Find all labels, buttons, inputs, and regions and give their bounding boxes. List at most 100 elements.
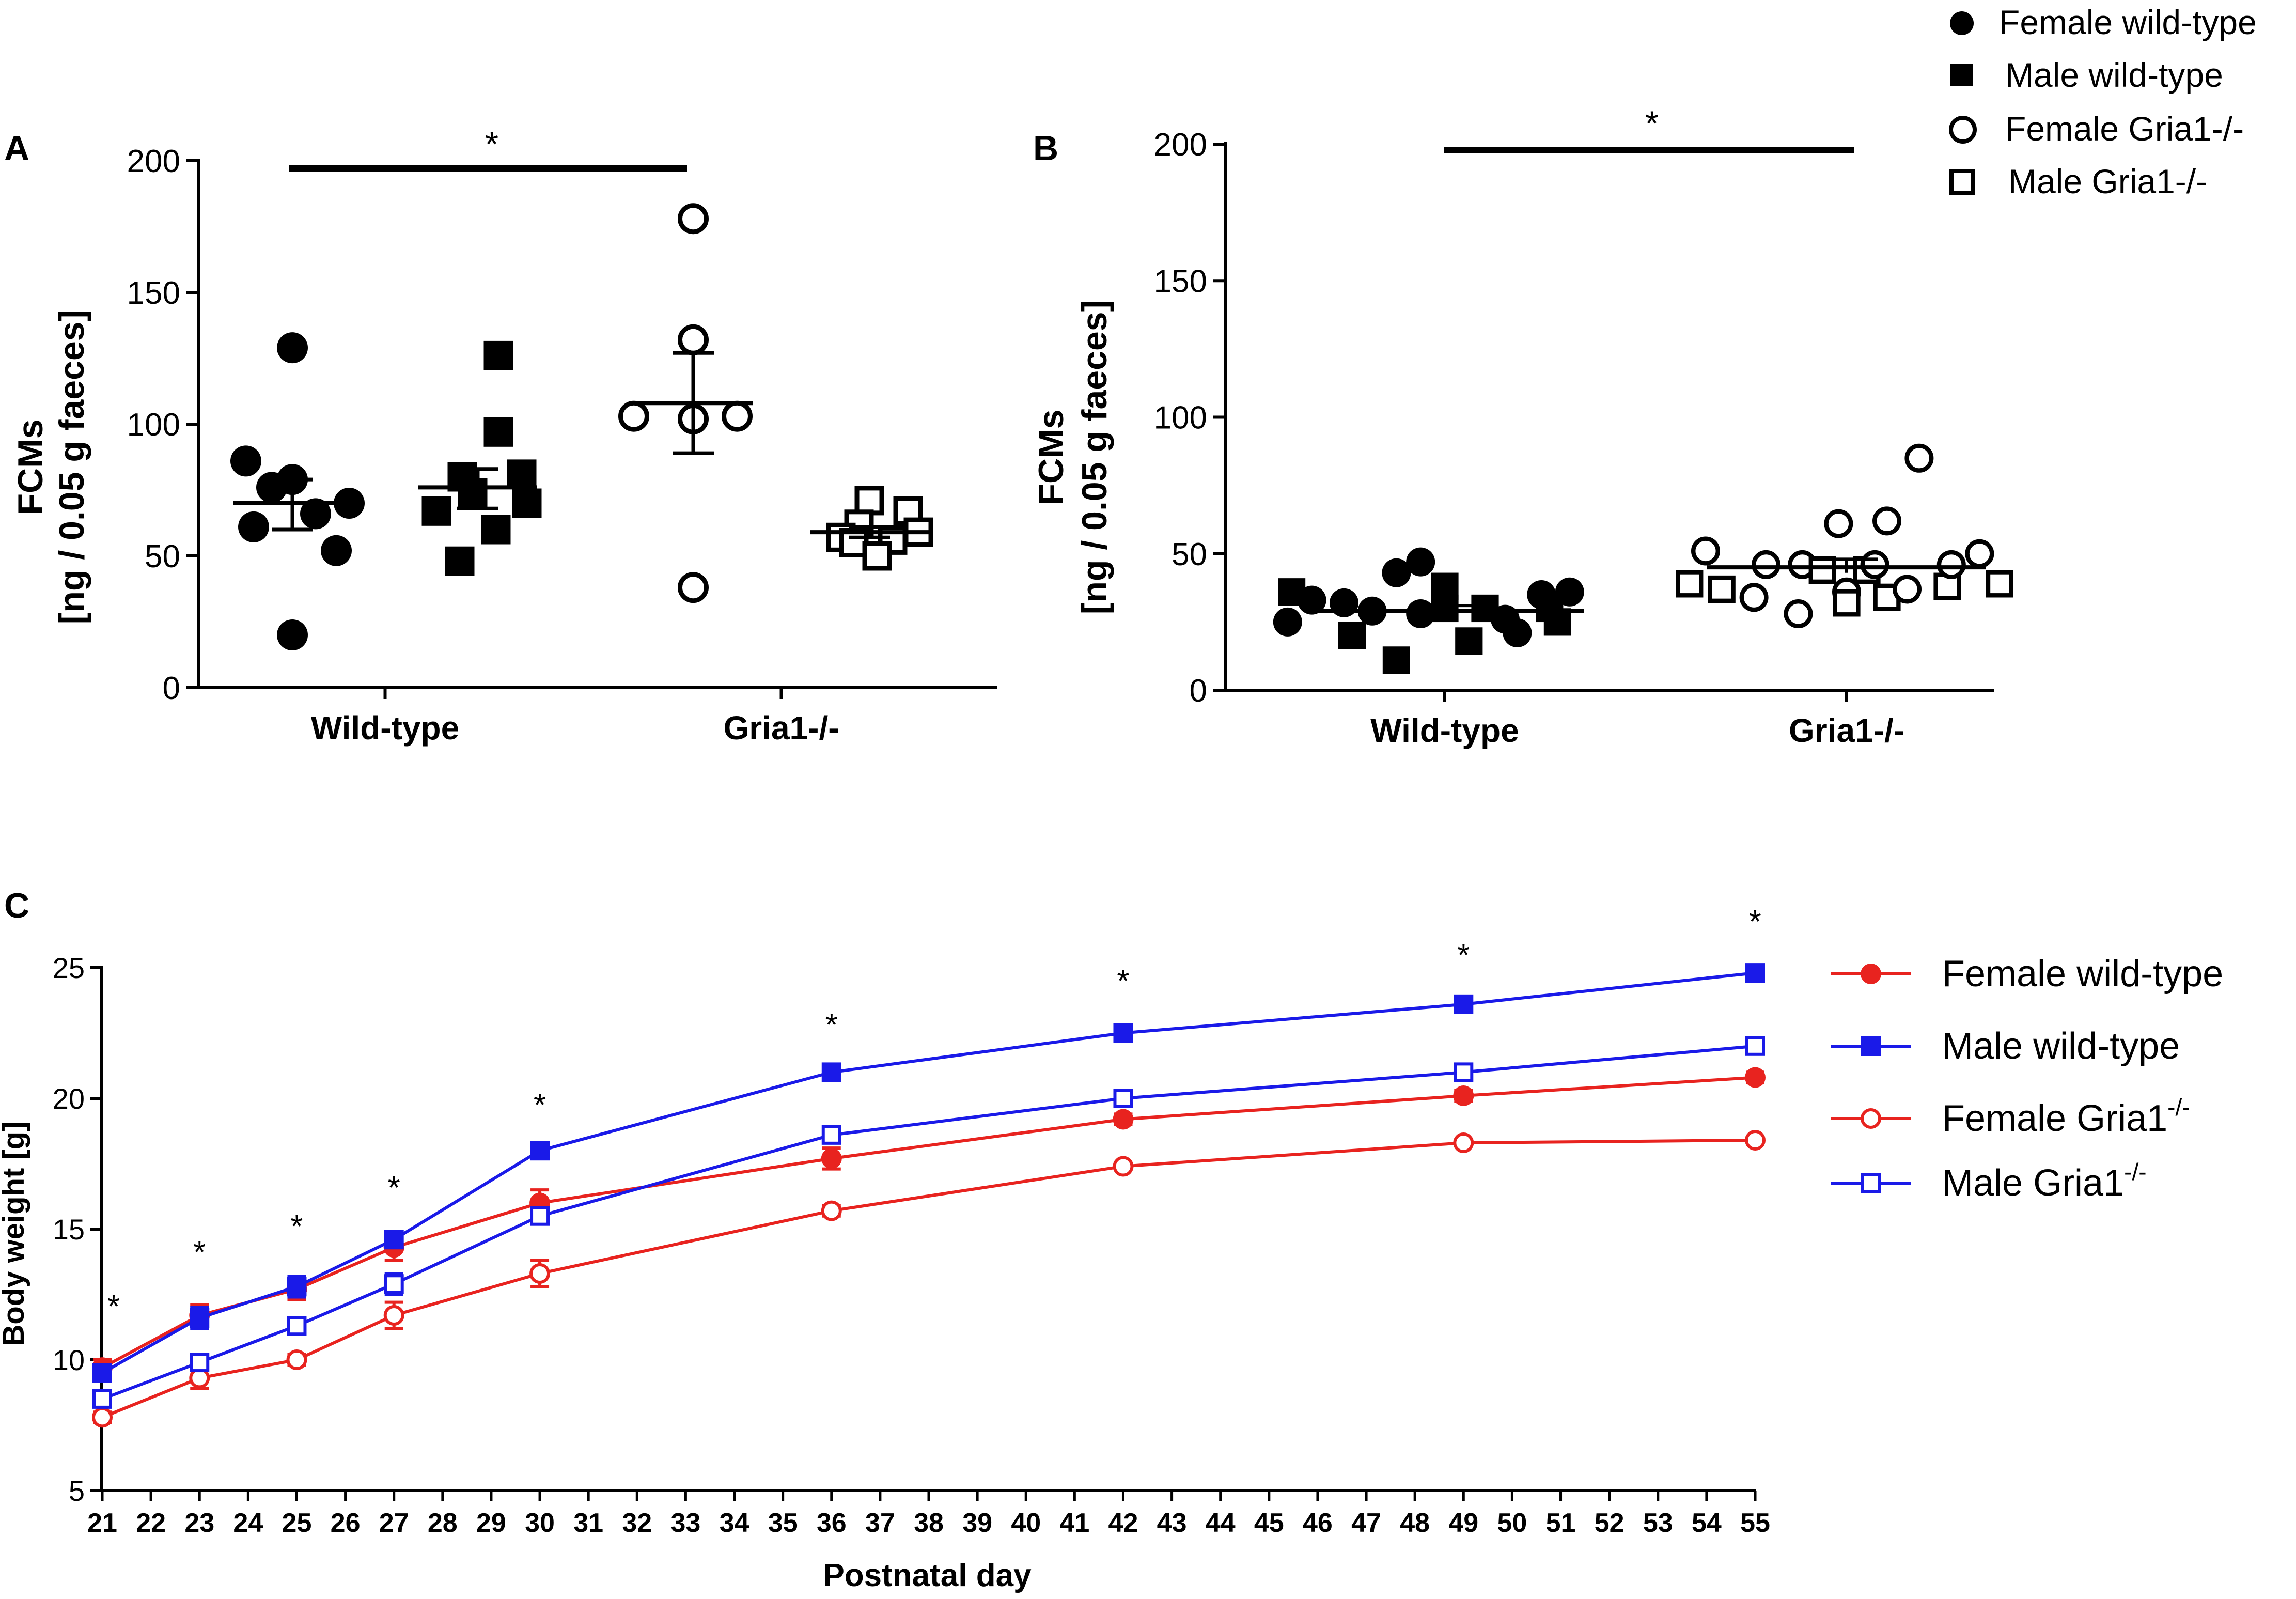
data-point <box>1113 1089 1133 1108</box>
y-tick-label: 150 <box>127 275 180 311</box>
data-point <box>821 1148 842 1169</box>
legend-label: Male Gria1-/- <box>1942 1158 2147 1204</box>
y-tick-label: 0 <box>1190 673 1207 709</box>
legend-label-superscript: -/- <box>2124 1158 2146 1185</box>
x-tick-label: Gria1-/- <box>723 709 839 747</box>
significance-star: * <box>534 1088 546 1123</box>
legend-label-text: Male Gria1 <box>1942 1162 2124 1204</box>
data-point <box>1860 550 1889 579</box>
legend-label-text: Male wild-type <box>1942 1026 2180 1067</box>
x-tick-label: 47 <box>1351 1508 1381 1538</box>
panel-b-chart: FCMs [ng / 0.05 g faeces] 0 50 100 150 200 Wi… <box>1032 104 2013 749</box>
series-gria1- <box>1676 443 2013 629</box>
x-tick-label: 55 <box>1740 1508 1770 1538</box>
top-legend-item-male-wild-type: Male wild-type <box>1950 56 2223 94</box>
x-tick-label: 46 <box>1303 1508 1333 1538</box>
y-tick-label: 50 <box>145 539 180 575</box>
series-wild-type <box>1273 547 1584 674</box>
significance-star: * <box>388 1170 400 1206</box>
data-point <box>1454 1062 1474 1082</box>
chart-legend: Female wild-type Male wild-type Female Gri… <box>1831 953 2223 1204</box>
filled-circle-icon <box>1950 11 1974 35</box>
data-point <box>92 1407 113 1428</box>
data-point <box>286 1349 307 1370</box>
data-point <box>1965 539 1994 568</box>
data-point <box>1745 963 1765 983</box>
data-point <box>821 1062 841 1082</box>
x-tick-label: 34 <box>720 1508 749 1538</box>
data-point <box>230 445 261 477</box>
data-point <box>512 488 542 518</box>
x-tick-label: 39 <box>962 1508 992 1538</box>
open-circle-icon <box>1949 116 1977 144</box>
data-point <box>1691 536 1720 566</box>
series-male-gria1 <box>92 1036 1765 1409</box>
top-legend-label: Female wild-type <box>1999 3 2257 41</box>
filled-square-icon <box>1950 64 1973 86</box>
top-legend-item-male-gria1: Male Gria1-/- <box>1949 162 2207 200</box>
x-axis-label: Postnatal day <box>823 1558 1032 1593</box>
data-point <box>821 1125 841 1145</box>
top-legend: Female wild-type Male wild-type Female G… <box>1949 3 2257 200</box>
x-tick-label: 22 <box>136 1508 166 1538</box>
data-point <box>384 1274 404 1294</box>
y-tick-label: 50 <box>1172 537 1207 572</box>
data-point <box>1453 1132 1474 1154</box>
y-tick-label: 100 <box>1154 400 1207 436</box>
data-point <box>287 1316 307 1336</box>
legend-label-text: Female Gria1 <box>1942 1098 2167 1139</box>
x-tick-label: 35 <box>768 1508 798 1538</box>
series-line <box>101 971 1756 1374</box>
data-point <box>618 400 649 432</box>
x-tick-label: 26 <box>331 1508 361 1538</box>
y-tick-label: 0 <box>163 671 180 706</box>
data-point <box>1739 583 1769 612</box>
data-point <box>92 1389 112 1409</box>
panel-letter-a: A <box>4 129 29 168</box>
significance-star: * <box>1457 938 1470 973</box>
y-tick-label: 200 <box>127 144 180 179</box>
data-point <box>1113 1156 1134 1177</box>
panel-a-chart: FCMs [ng / 0.05 g faeces] 0 50 100 150 200 Wi… <box>11 125 997 747</box>
open-square-icon <box>1949 169 1975 195</box>
data-point <box>1751 550 1780 579</box>
data-point <box>529 1263 551 1284</box>
data-point <box>1824 509 1853 538</box>
top-legend-label: Male wild-type <box>2005 56 2223 94</box>
x-tick-label: 31 <box>573 1508 603 1538</box>
y-tick-label: 15 <box>53 1213 85 1246</box>
data-point <box>1892 575 1922 604</box>
y-tick-label: 20 <box>53 1082 85 1115</box>
data-point <box>1904 443 1934 473</box>
data-point <box>483 417 513 447</box>
y-axis-label-line1: FCMs <box>11 419 50 515</box>
y-tick-label: 25 <box>53 952 85 984</box>
y-tick-label: 10 <box>53 1344 85 1376</box>
x-tick-label: 38 <box>914 1508 944 1538</box>
data-point <box>1745 1036 1765 1056</box>
panel-letter-b: B <box>1033 129 1058 168</box>
data-point <box>1745 1067 1766 1088</box>
x-tick-label: 49 <box>1448 1508 1478 1538</box>
x-tick-label: 21 <box>87 1508 117 1538</box>
x-tick-label: 29 <box>476 1508 506 1538</box>
series-male-wild-type <box>92 963 1765 1383</box>
x-tick-label: 51 <box>1546 1508 1576 1538</box>
series-male-wild-type <box>418 340 542 576</box>
significance-star: * <box>1117 964 1129 999</box>
y-axis-label-line2: [ng / 0.05 g faeces] <box>52 310 91 624</box>
data-point <box>190 1353 210 1373</box>
significance-star: * <box>193 1235 206 1270</box>
significance-star: * <box>290 1209 303 1245</box>
series-male-gria1- <box>810 486 933 571</box>
significance-star: * <box>825 1007 838 1043</box>
data-point <box>862 541 892 571</box>
data-point <box>1406 547 1435 577</box>
x-tick-label: 23 <box>184 1508 214 1538</box>
x-tick-label: 52 <box>1595 1508 1625 1538</box>
data-point <box>1833 589 1861 617</box>
data-point <box>287 1277 307 1297</box>
series-line <box>101 1044 1756 1401</box>
series-female-gria1- <box>618 203 753 603</box>
